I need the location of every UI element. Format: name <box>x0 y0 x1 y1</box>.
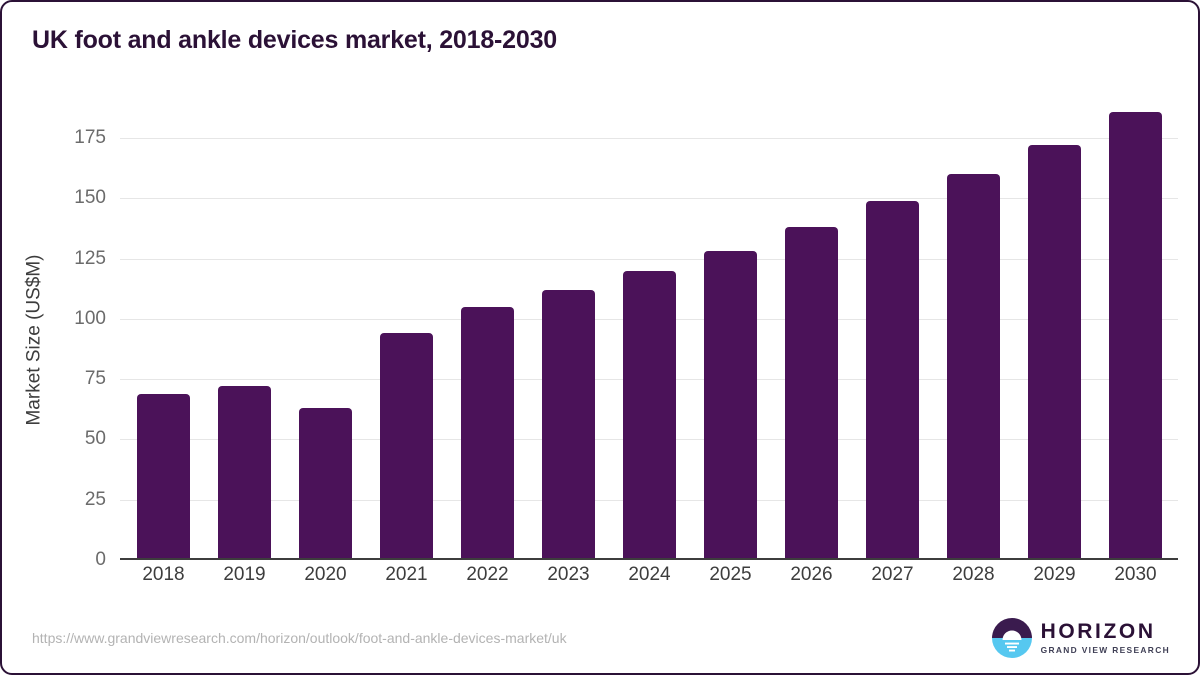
bar-group[interactable] <box>933 102 1014 560</box>
gridline <box>120 198 1178 200</box>
bar-group[interactable] <box>609 102 690 560</box>
x-axis-tick-label: 2023 <box>547 564 590 585</box>
bar-group[interactable] <box>852 102 933 560</box>
y-axis-tick-label: 75 <box>84 368 106 390</box>
bar[interactable] <box>461 306 514 560</box>
bar[interactable] <box>1109 111 1162 560</box>
bar-group[interactable] <box>528 102 609 560</box>
bar[interactable] <box>137 393 190 560</box>
x-axis-line <box>120 558 1178 560</box>
y-axis-tick-label: 0 <box>95 549 106 570</box>
source-url[interactable]: https://www.grandviewresearch.com/horizo… <box>32 630 567 646</box>
y-axis-tick-label: 125 <box>74 247 106 269</box>
bar[interactable] <box>947 174 1000 560</box>
bar[interactable] <box>785 227 838 560</box>
logo-wordmark: HORIZON <box>1040 620 1156 644</box>
y-axis-tick-label: 100 <box>74 307 106 329</box>
bar-group[interactable] <box>204 102 285 560</box>
x-axis-tick-label: 2026 <box>790 564 833 585</box>
y-axis-tick-label: 150 <box>74 187 106 209</box>
bar-group[interactable] <box>447 102 528 560</box>
y-axis-tick-labels: 0 25 50 75 100 125 150 175 <box>2 102 106 570</box>
x-axis-tick-label: 2019 <box>223 564 266 585</box>
horizon-logo: HORIZON GRAND VIEW RESEARCH <box>991 618 1170 658</box>
bar-group[interactable] <box>690 102 771 560</box>
x-axis-tick-label: 2021 <box>385 564 428 585</box>
page-title: UK foot and ankle devices market, 2018-2… <box>32 26 557 54</box>
x-axis-tick-label: 2024 <box>628 564 671 585</box>
horizon-logo-text: HORIZON GRAND VIEW RESEARCH <box>1041 621 1170 654</box>
x-axis-tick-label: 2028 <box>952 564 995 585</box>
bar[interactable] <box>704 251 757 560</box>
bar-group[interactable] <box>1014 102 1095 560</box>
y-axis-tick-label: 25 <box>84 488 106 510</box>
x-axis-tick-label: 2020 <box>304 564 347 585</box>
bar[interactable] <box>218 386 271 560</box>
bar-group[interactable] <box>123 102 204 560</box>
bar-group[interactable] <box>366 102 447 560</box>
x-axis-tick-label: 2025 <box>709 564 752 585</box>
bar-group[interactable] <box>285 102 366 560</box>
bar-series <box>120 102 1178 560</box>
gridline <box>120 258 1178 260</box>
bar-group[interactable] <box>1095 102 1176 560</box>
horizon-logo-icon <box>991 618 1032 658</box>
bar[interactable] <box>380 333 433 560</box>
x-axis-tick-label: 2030 <box>1114 564 1157 585</box>
x-axis-tick-label: 2018 <box>142 564 185 585</box>
y-axis-tick-label: 175 <box>74 127 106 149</box>
logo-tagline: GRAND VIEW RESEARCH <box>1040 645 1170 656</box>
x-axis-tick-label: 2027 <box>871 564 914 585</box>
x-axis-tick-labels: 2018 2019 2020 2021 2022 2023 2024 2025 2026 2027… <box>120 564 1178 598</box>
plot-area <box>120 102 1178 560</box>
bar[interactable] <box>542 290 595 560</box>
x-axis-tick-label: 2029 <box>1033 564 1076 585</box>
x-axis-tick-label: 2022 <box>466 564 509 585</box>
bar[interactable] <box>866 200 919 560</box>
gridline <box>120 138 1178 140</box>
y-axis-tick-label: 50 <box>84 428 106 450</box>
bar[interactable] <box>623 270 676 560</box>
bar-group[interactable] <box>771 102 852 560</box>
bar[interactable] <box>1028 145 1081 560</box>
bar[interactable] <box>299 408 352 560</box>
